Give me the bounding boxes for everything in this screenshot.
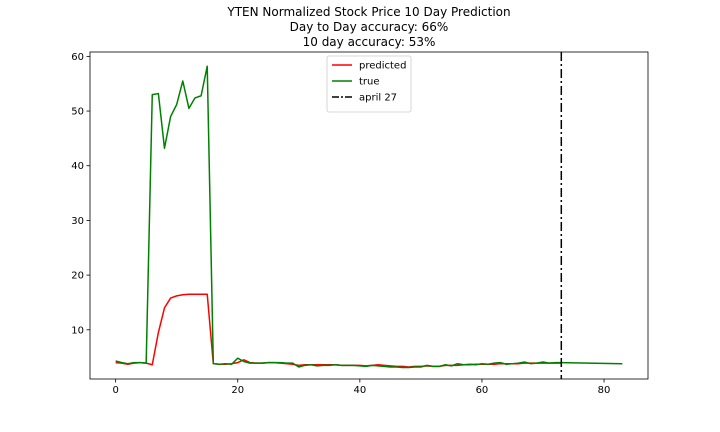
legend-label-predicted: predicted — [359, 61, 406, 72]
title-line-3: 10 day accuracy: 53% — [303, 35, 436, 49]
y-tick-label: 10 — [71, 325, 84, 336]
legend-label-april-27: april 27 — [359, 93, 397, 104]
y-tick-label: 20 — [71, 271, 84, 282]
legend-label-true: true — [359, 77, 380, 88]
title-line-1: YTEN Normalized Stock Price 10 Day Predi… — [226, 5, 510, 19]
legend: predicted true april 27 — [327, 56, 411, 112]
x-tick-label: 0 — [112, 385, 118, 396]
chart-title: YTEN Normalized Stock Price 10 Day Predi… — [226, 5, 510, 49]
y-tick-label: 40 — [71, 161, 84, 172]
y-tick-label: 30 — [71, 216, 84, 227]
series-line-predicted — [116, 294, 562, 367]
x-tick-label: 60 — [476, 385, 489, 396]
y-tick-label: 50 — [71, 107, 84, 118]
title-line-2: Day to Day accuracy: 66% — [290, 20, 449, 34]
x-tick-label: 80 — [598, 385, 611, 396]
x-tick-label: 40 — [353, 385, 366, 396]
y-tick-label: 60 — [71, 52, 84, 63]
x-tick-label: 20 — [231, 385, 244, 396]
